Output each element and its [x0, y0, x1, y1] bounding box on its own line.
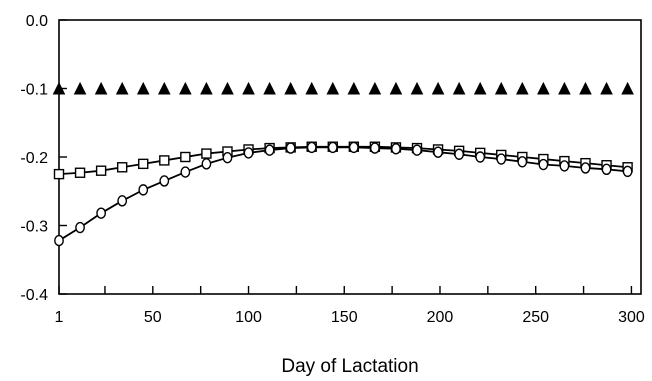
data-point — [200, 81, 213, 95]
data-point — [558, 81, 571, 95]
data-point — [159, 155, 170, 166]
data-point — [621, 81, 634, 95]
data-point — [222, 151, 233, 164]
data-point — [53, 168, 65, 180]
data-point — [95, 165, 107, 176]
data-point — [433, 146, 443, 158]
data-point — [264, 144, 275, 156]
data-point — [580, 162, 591, 174]
x-tick-label: 200 — [427, 309, 454, 326]
series-layer — [52, 81, 634, 247]
data-point — [515, 81, 529, 95]
data-point — [96, 207, 107, 219]
data-point — [263, 81, 276, 95]
x-tick-label: 250 — [522, 309, 549, 326]
data-point — [538, 158, 549, 171]
data-point — [54, 234, 64, 247]
data-point — [600, 81, 613, 95]
data-point — [622, 165, 633, 178]
y-tick-label: -0.1 — [20, 82, 48, 99]
x-tick-label: 100 — [235, 309, 262, 326]
data-point — [389, 81, 403, 95]
data-point — [559, 160, 570, 172]
data-point — [115, 81, 129, 95]
x-axis-title: Day of Lactation — [281, 356, 418, 377]
x-axis-ticks: 1 50 100 150 200 250 300 — [55, 286, 645, 326]
data-point — [410, 81, 424, 95]
data-point — [242, 81, 255, 95]
data-point — [221, 81, 234, 95]
series-triangle — [52, 81, 634, 95]
data-point — [452, 81, 466, 95]
data-point — [537, 81, 550, 95]
data-point — [454, 148, 465, 160]
data-point — [94, 81, 108, 95]
y-axis-ticks: 0.0 -0.1 -0.2 -0.3 -0.4 — [20, 13, 67, 304]
data-point — [369, 142, 380, 154]
data-point — [305, 81, 319, 95]
data-point — [391, 143, 401, 155]
x-tick-label: 50 — [144, 309, 162, 326]
data-point — [494, 81, 508, 95]
data-point — [179, 81, 192, 95]
data-point — [159, 175, 170, 187]
x-tick-label: 1 — [55, 309, 64, 326]
data-point — [157, 81, 171, 95]
data-point — [306, 141, 317, 154]
y-tick-label: 0.0 — [26, 13, 48, 30]
data-point — [412, 144, 422, 156]
data-point — [73, 81, 87, 95]
data-point — [116, 162, 128, 173]
data-point — [473, 81, 487, 95]
data-point — [327, 141, 338, 154]
data-point — [579, 81, 592, 95]
x-tick-label: 150 — [331, 309, 358, 326]
data-point — [348, 141, 359, 154]
data-point — [74, 167, 86, 178]
data-point — [475, 151, 486, 163]
data-point — [117, 195, 128, 207]
data-point — [201, 148, 212, 159]
series-circle — [54, 141, 633, 247]
data-point — [180, 151, 191, 163]
y-tick-label: -0.2 — [20, 150, 48, 167]
plot-frame — [58, 19, 642, 295]
data-point — [201, 158, 212, 170]
data-point — [136, 81, 150, 95]
data-point — [431, 81, 445, 95]
data-point — [368, 81, 382, 95]
data-point — [347, 81, 361, 95]
data-point — [285, 142, 296, 154]
series-line — [58, 146, 628, 242]
data-point — [243, 147, 254, 159]
y-tick-label: -0.3 — [20, 219, 48, 236]
data-point — [138, 184, 149, 196]
data-point — [138, 158, 149, 170]
data-point — [180, 166, 191, 178]
data-point — [517, 156, 528, 168]
data-point — [75, 221, 85, 234]
data-point — [326, 81, 340, 95]
data-point — [601, 163, 612, 176]
data-point — [52, 81, 66, 95]
data-point — [284, 81, 297, 95]
y-tick-label: -0.4 — [20, 287, 48, 304]
data-point — [496, 153, 507, 165]
x-tick-label: 300 — [618, 309, 645, 326]
